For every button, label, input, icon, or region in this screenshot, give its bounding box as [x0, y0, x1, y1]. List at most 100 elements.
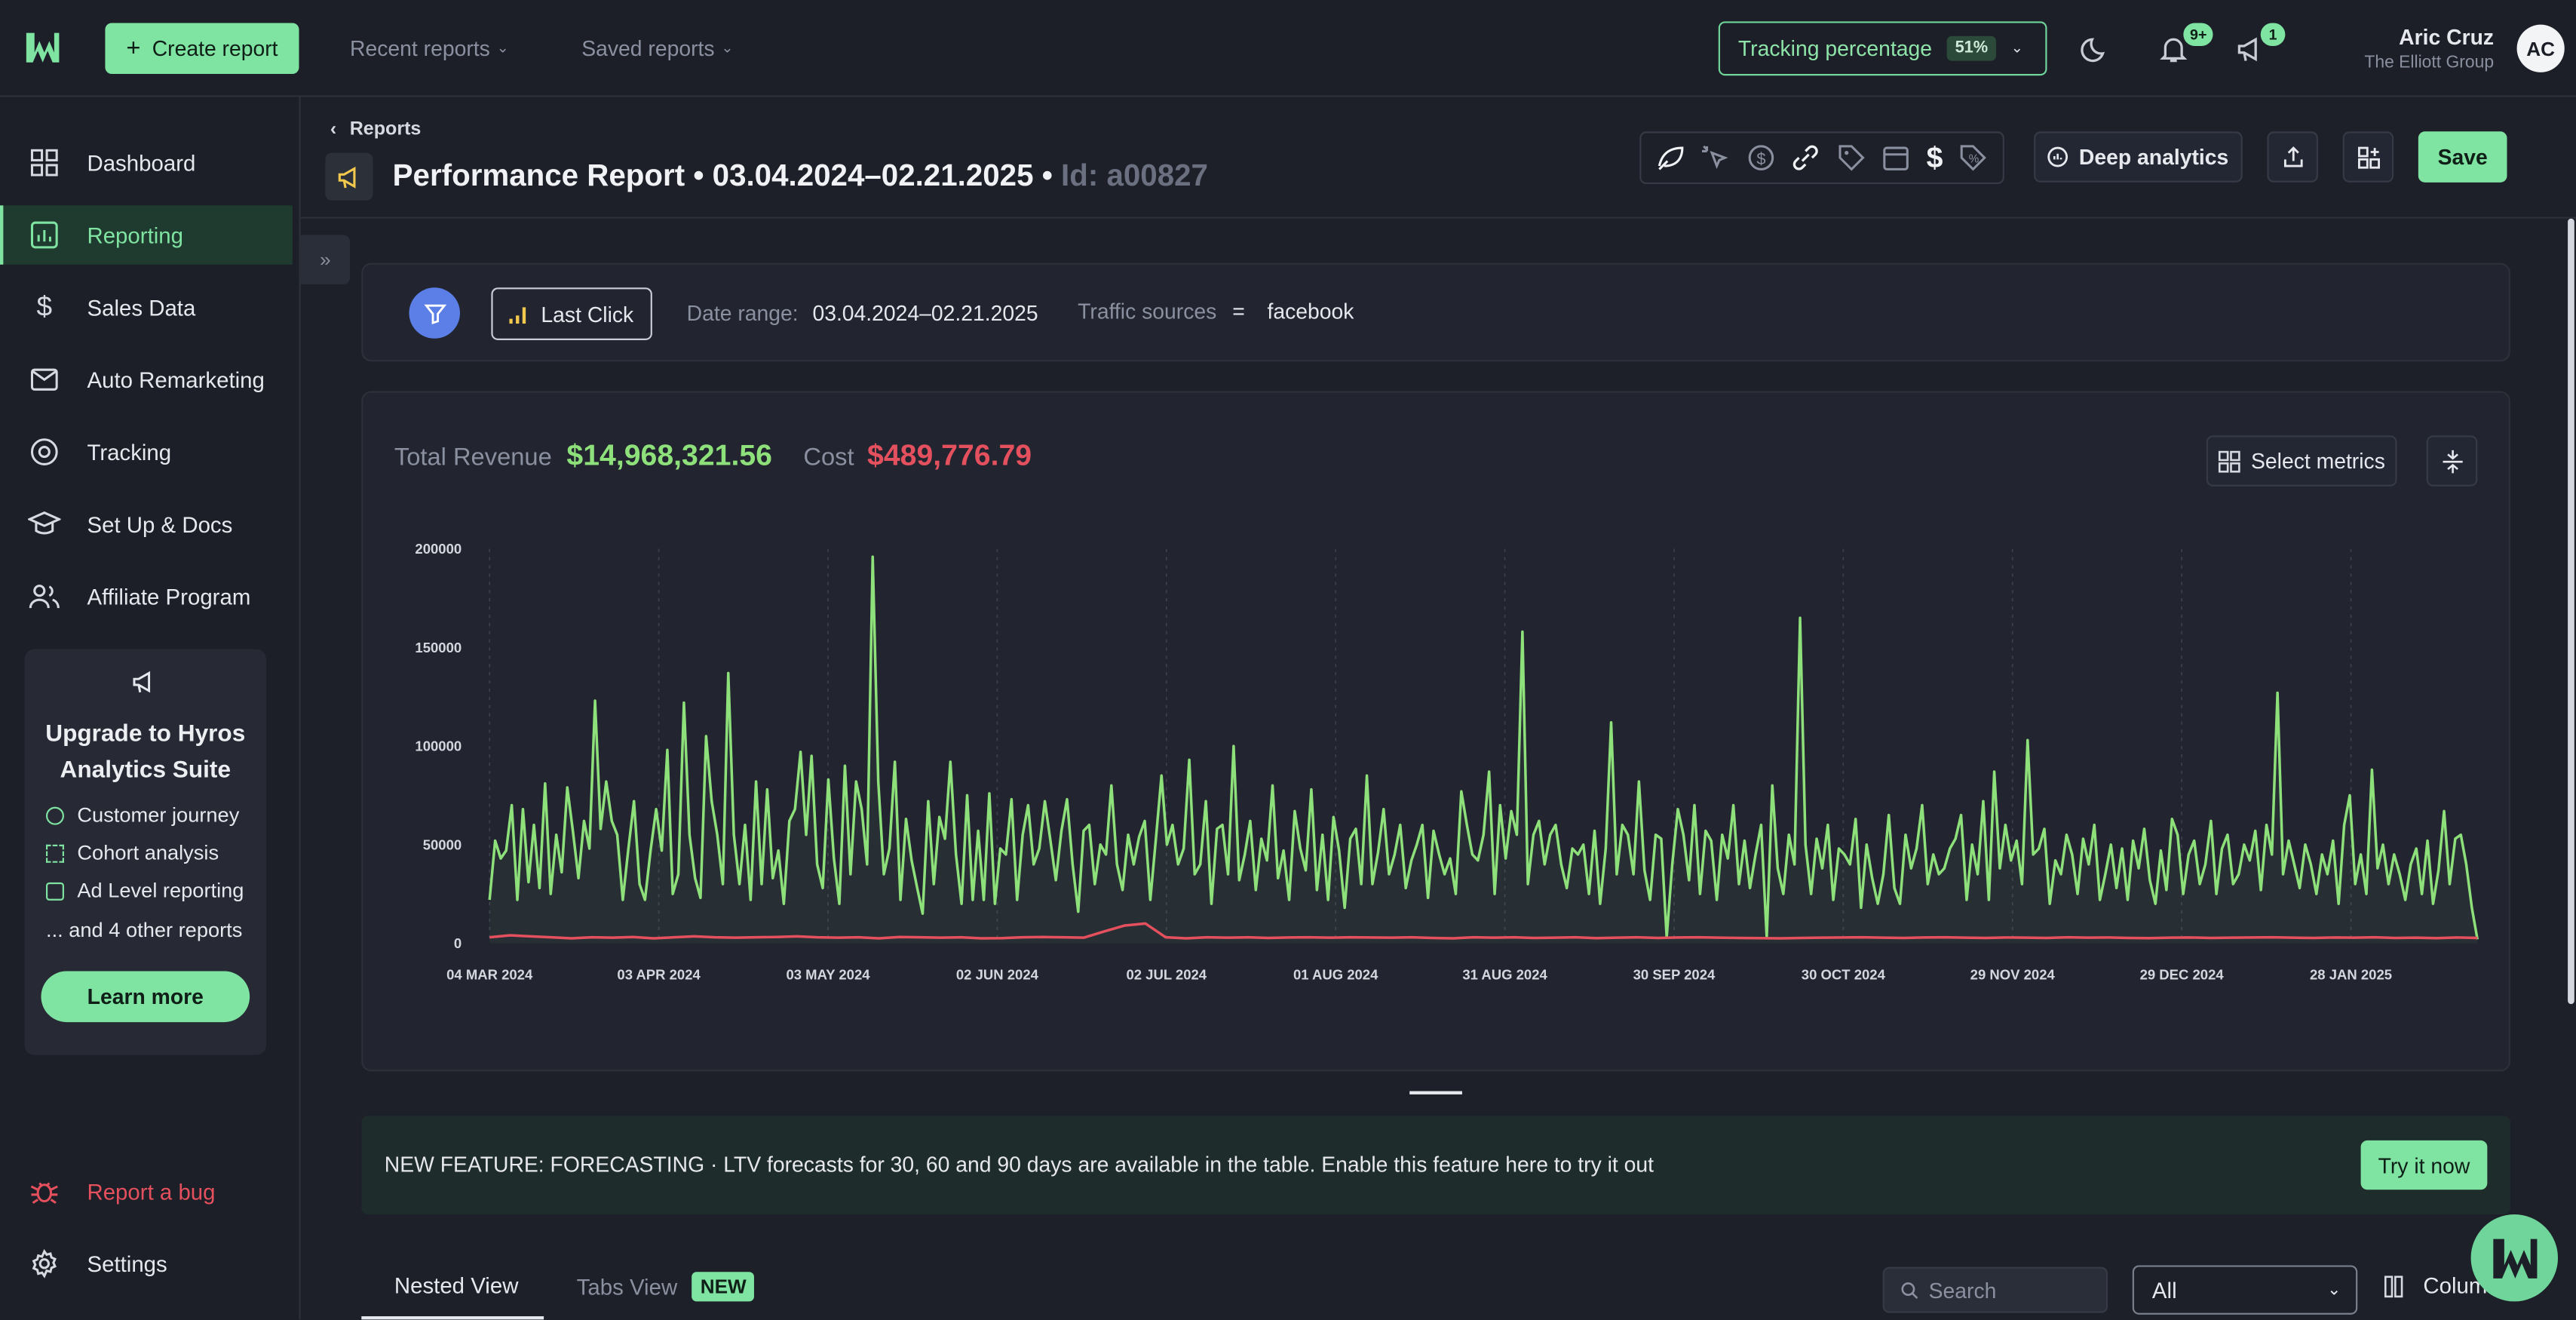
- feature-cohort-analysis: Cohort analysis: [45, 841, 219, 864]
- chart-pager-indicator[interactable]: [1409, 1091, 1462, 1094]
- dollar-icon[interactable]: $: [1926, 140, 1943, 173]
- filter-select[interactable]: All ⌄: [2132, 1265, 2358, 1315]
- funnel-icon: [423, 302, 446, 324]
- feature-more-reports: ... and 4 other reports: [45, 918, 243, 942]
- calendar-icon[interactable]: [1881, 143, 1911, 173]
- search-icon: [1901, 1281, 1919, 1299]
- users-icon: [28, 580, 61, 613]
- search-input[interactable]: Search: [1882, 1266, 2108, 1313]
- y-tick-label: 100000: [415, 738, 462, 754]
- feature-banner: NEW FEATURE: FORECASTING · LTV forecasts…: [361, 1116, 2510, 1214]
- moon-icon[interactable]: [2080, 33, 2113, 66]
- dollar-refresh-icon[interactable]: $: [1746, 143, 1775, 173]
- graduation-cap-icon: [28, 508, 61, 541]
- deep-analytics-button[interactable]: Deep analytics: [2034, 131, 2243, 183]
- chevron-down-icon: ⌄: [496, 39, 509, 57]
- bell-icon[interactable]: [2157, 33, 2190, 66]
- sidebar-item-reporting[interactable]: Reporting: [0, 205, 293, 265]
- active-tab-underline: [361, 1316, 544, 1320]
- help-chat-button[interactable]: [2470, 1214, 2559, 1302]
- sidebar-item-dashboard[interactable]: Dashboard: [0, 133, 293, 192]
- feature-banner-text: NEW FEATURE: FORECASTING · LTV forecasts…: [384, 1152, 1654, 1177]
- sidebar-item-set-up-docs[interactable]: Set Up & Docs: [0, 495, 293, 554]
- tracking-percentage-dropdown[interactable]: Tracking percentage 51% ⌄: [1718, 21, 2047, 76]
- columns-button[interactable]: Colum: [2384, 1273, 2487, 1298]
- analytics-search-icon: [2048, 146, 2072, 168]
- page-scrollbar[interactable]: [2565, 218, 2576, 1320]
- x-tick-label: 03 MAY 2024: [786, 966, 870, 982]
- report-id: Id: a00827: [1061, 158, 1208, 192]
- upgrade-title: Upgrade to Hyros Analytics Suite: [45, 721, 246, 784]
- tab-tabs-view[interactable]: Tabs View NEW: [577, 1272, 755, 1302]
- x-tick-label: 30 SEP 2024: [1633, 966, 1716, 982]
- bar-chart-icon: [28, 219, 61, 252]
- chevron-left-icon: ‹: [330, 120, 337, 140]
- try-it-now-button[interactable]: Try it now: [2360, 1140, 2488, 1190]
- x-tick-label: 02 JUL 2024: [1126, 966, 1207, 982]
- x-tick-label: 01 AUG 2024: [1293, 966, 1378, 982]
- grid-icon: [2218, 450, 2241, 472]
- create-report-button[interactable]: + Create report: [105, 23, 299, 75]
- sidebar-item-settings[interactable]: Settings: [0, 1234, 293, 1293]
- save-button[interactable]: Save: [2418, 131, 2507, 183]
- feature-ad-level-reporting: Ad Level reporting: [45, 879, 244, 902]
- x-tick-label: 04 MAR 2024: [446, 966, 533, 982]
- y-tick-label: 0: [454, 935, 462, 951]
- sidebar-item-tracking[interactable]: Tracking: [0, 422, 293, 481]
- discount-tag-icon[interactable]: %: [1958, 143, 1988, 173]
- cohort-grid-icon: [45, 843, 64, 862]
- dollar-icon: $: [36, 290, 53, 322]
- x-tick-label: 02 JUN 2024: [956, 966, 1039, 982]
- x-tick-label: 30 OCT 2024: [1802, 966, 1886, 982]
- report-type-toolbar: $ $ %: [1639, 131, 2004, 184]
- select-metrics-button[interactable]: Select metrics: [2206, 435, 2397, 487]
- chart-box-icon: [45, 881, 64, 900]
- top-bar: + Create report Recent reports ⌄ Saved r…: [0, 0, 2576, 97]
- sidebar-item-sales-data[interactable]: $ Sales Data: [0, 278, 293, 336]
- x-tick-label: 29 DEC 2024: [2140, 966, 2225, 982]
- plus-icon: +: [126, 34, 141, 63]
- sidebar-item-affiliate-program[interactable]: Affiliate Program: [0, 567, 293, 626]
- report-header: ‹ Reports Performance Report • 03.04.202…: [300, 97, 2576, 219]
- mail-icon: [28, 363, 61, 396]
- tag-icon[interactable]: [1836, 143, 1866, 173]
- tab-nested-view[interactable]: Nested View: [394, 1273, 519, 1299]
- hyros-logo-icon[interactable]: [23, 28, 62, 67]
- saved-reports-dropdown[interactable]: Saved reports ⌄: [581, 35, 734, 61]
- sidebar-item-report-bug[interactable]: Report a bug: [0, 1162, 293, 1220]
- megaphone-icon[interactable]: [2234, 33, 2268, 66]
- filter-button[interactable]: [409, 287, 460, 339]
- attribution-model-button[interactable]: Last Click: [491, 287, 652, 340]
- upgrade-card: Upgrade to Hyros Analytics Suite Custome…: [24, 649, 266, 1055]
- upload-icon: [2281, 145, 2305, 168]
- avatar[interactable]: AC: [2516, 24, 2565, 72]
- link-icon[interactable]: [1791, 143, 1820, 173]
- user-info[interactable]: Aric Cruz The Elliott Group: [2364, 25, 2494, 72]
- sidebar-expand-toggle[interactable]: »: [300, 235, 351, 284]
- x-tick-label: 29 NOV 2024: [1970, 966, 2056, 982]
- breadcrumb[interactable]: ‹ Reports: [330, 120, 422, 140]
- filter-bar: Last Click Date range: 03.04.2024–02.21.…: [361, 262, 2510, 362]
- leaf-icon[interactable]: [1655, 143, 1685, 173]
- new-badge: NEW: [692, 1272, 755, 1302]
- user-org: The Elliott Group: [2364, 52, 2495, 72]
- traffic-source-filter[interactable]: Traffic sources = facebook: [1078, 299, 1354, 324]
- date-range-filter[interactable]: Date range: 03.04.2024–02.21.2025: [686, 300, 1038, 326]
- table-toolbar: Nested View Tabs View NEW Search All ⌄ C…: [361, 1255, 2562, 1320]
- bug-icon: [28, 1175, 61, 1208]
- svg-text:%: %: [1969, 153, 1980, 166]
- scrollbar-thumb[interactable]: [2568, 218, 2574, 1005]
- recent-reports-dropdown[interactable]: Recent reports ⌄: [350, 35, 509, 61]
- collapse-vertical-icon: [2440, 448, 2464, 474]
- share-button[interactable]: [2267, 131, 2318, 183]
- sidebar-item-auto-remarketing[interactable]: Auto Remarketing: [0, 350, 293, 409]
- cost-value: $489,776.79: [867, 438, 1032, 472]
- announcement-count-badge: 1: [2260, 23, 2286, 46]
- layout-button[interactable]: [2342, 131, 2394, 183]
- learn-more-button[interactable]: Learn more: [41, 971, 250, 1023]
- collapse-chart-button[interactable]: [2426, 435, 2478, 487]
- cursor-click-icon[interactable]: [1700, 143, 1730, 173]
- x-tick-label: 28 JAN 2025: [2310, 966, 2392, 982]
- chevron-down-icon: ⌄: [721, 39, 734, 57]
- total-revenue-value: $14,968,321.56: [566, 438, 772, 472]
